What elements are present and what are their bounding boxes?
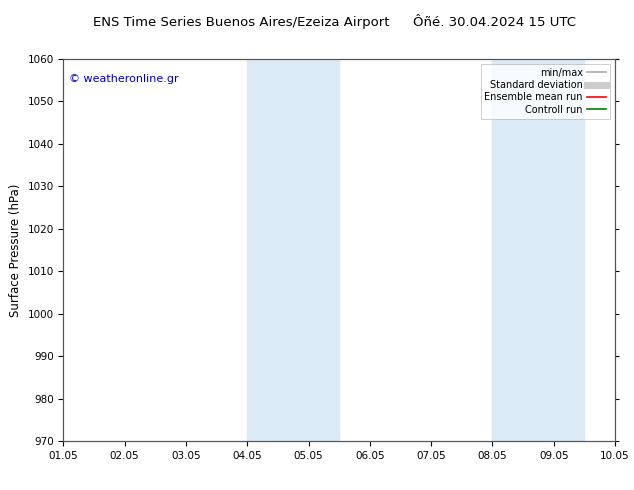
Text: ENS Time Series Buenos Aires/Ezeiza Airport: ENS Time Series Buenos Aires/Ezeiza Airp… [93,16,389,29]
Y-axis label: Surface Pressure (hPa): Surface Pressure (hPa) [9,183,22,317]
Legend: min/max, Standard deviation, Ensemble mean run, Controll run: min/max, Standard deviation, Ensemble me… [481,64,610,119]
Bar [493,59,585,441]
Text: Ôñé. 30.04.2024 15 UTC: Ôñé. 30.04.2024 15 UTC [413,16,576,29]
Text: © weatheronline.gr: © weatheronline.gr [69,74,179,84]
Bar [247,59,339,441]
